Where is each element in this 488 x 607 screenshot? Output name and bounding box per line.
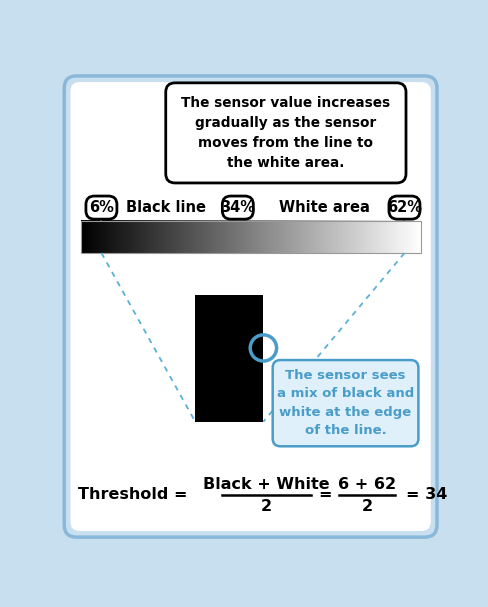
Text: The sensor sees
a mix of black and
white at the edge
of the line.: The sensor sees a mix of black and white… (276, 369, 413, 438)
Text: =: = (317, 487, 331, 503)
Bar (195, 294, 263, 422)
FancyBboxPatch shape (165, 83, 405, 183)
Text: 34%: 34% (220, 200, 255, 215)
Text: The sensor value increases
gradually as the sensor
moves from the line to
the wh: The sensor value increases gradually as … (181, 96, 389, 170)
Text: 6%: 6% (89, 200, 114, 215)
Text: Black line: Black line (125, 200, 205, 215)
Text: 6 + 62: 6 + 62 (338, 476, 395, 492)
Bar (81, 221, 420, 253)
Text: 62%: 62% (386, 200, 421, 215)
Text: Threshold =: Threshold = (78, 487, 187, 503)
FancyBboxPatch shape (272, 360, 418, 446)
FancyBboxPatch shape (388, 196, 419, 219)
FancyBboxPatch shape (86, 196, 117, 219)
Text: = 34: = 34 (405, 487, 447, 503)
Text: White area: White area (279, 200, 369, 215)
Text: 2: 2 (361, 499, 372, 514)
Text: 2: 2 (261, 499, 271, 514)
Text: Black + White: Black + White (203, 476, 329, 492)
FancyBboxPatch shape (64, 76, 436, 537)
FancyBboxPatch shape (222, 196, 253, 219)
FancyBboxPatch shape (70, 82, 430, 531)
